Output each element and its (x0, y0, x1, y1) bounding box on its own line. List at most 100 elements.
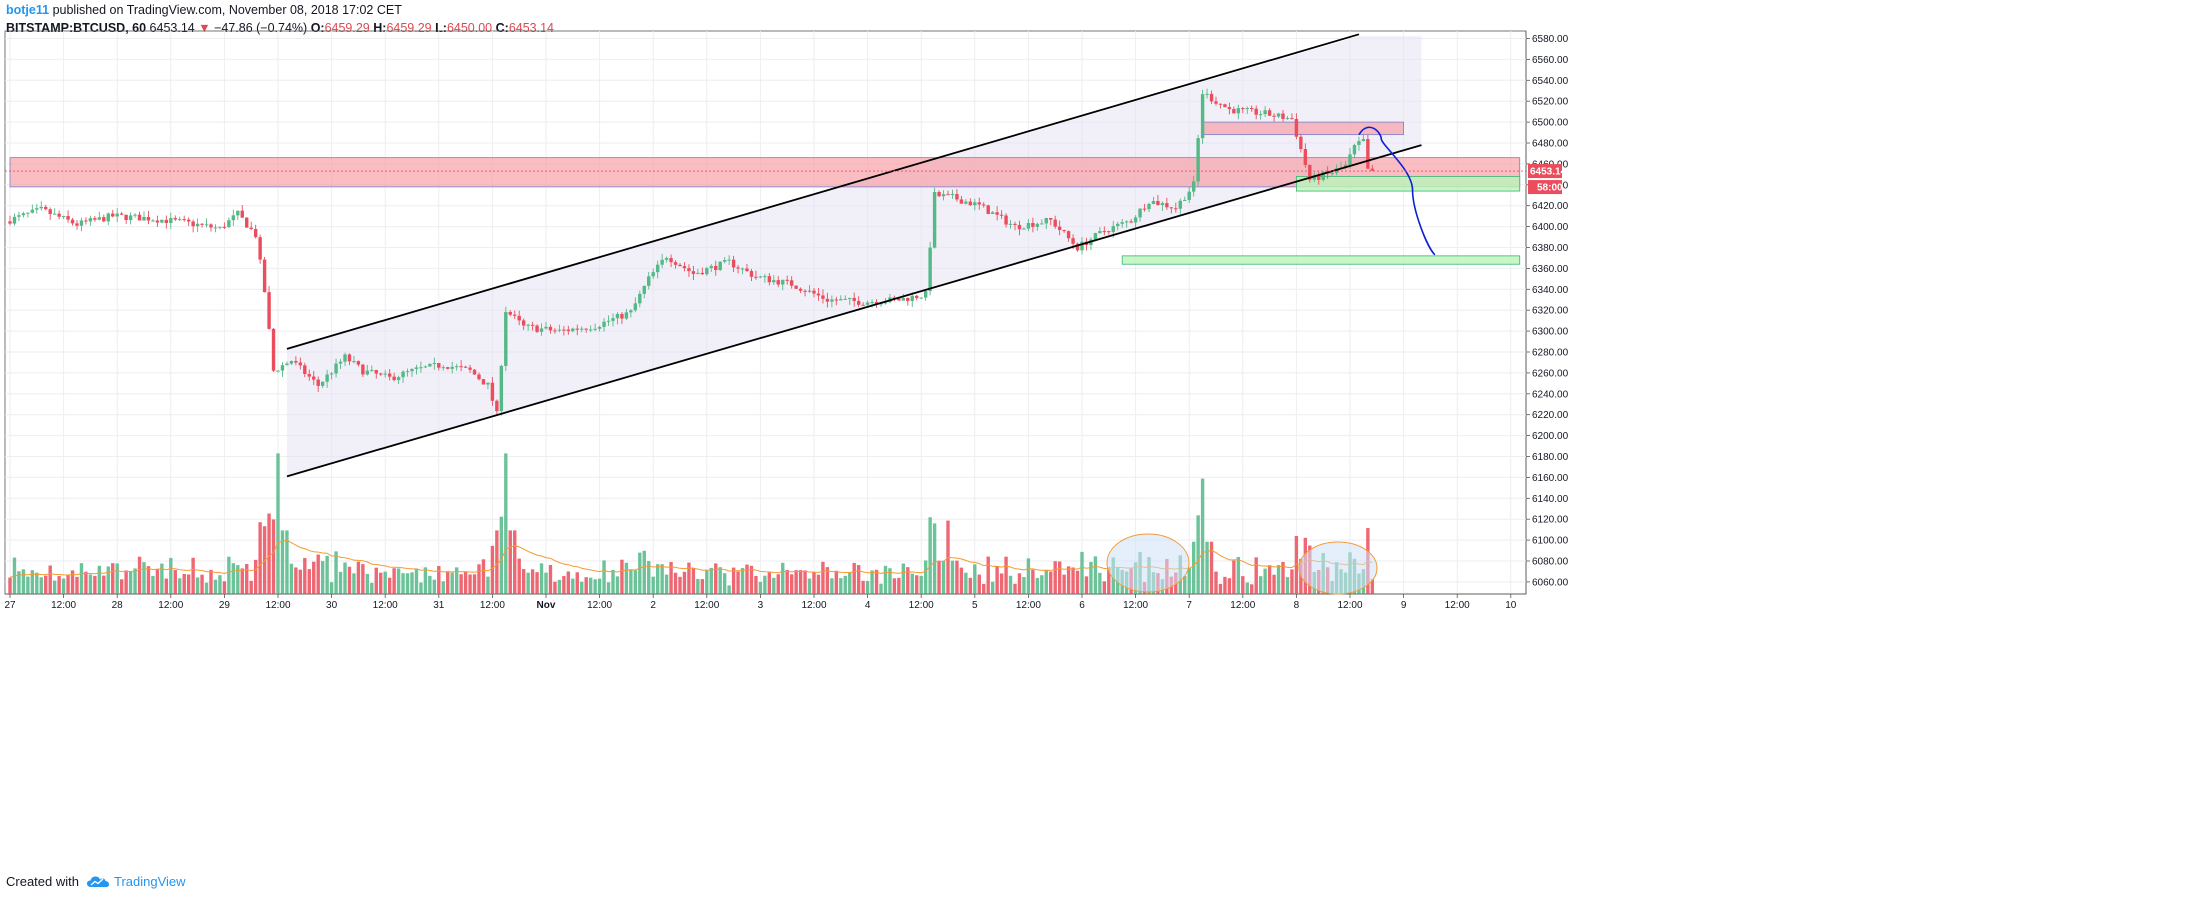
candle-body (821, 295, 825, 299)
candle-body (39, 206, 43, 209)
candle-body (776, 280, 780, 285)
volume-bar (182, 573, 186, 594)
volume-bar (1245, 582, 1249, 594)
candle-body (669, 258, 673, 263)
volume-bar (740, 568, 745, 594)
candle-body (571, 328, 575, 332)
volume-bar (396, 568, 401, 594)
volume-bar (816, 574, 821, 594)
candle-body (1196, 138, 1200, 182)
channel-upper-line[interactable] (286, 33, 1360, 350)
volume-bar (169, 557, 173, 594)
y-tick-label: 6120.00 (1532, 515, 1569, 526)
candle-body (606, 320, 611, 322)
candle-body (923, 291, 928, 298)
candle-body (151, 220, 155, 222)
volume-bar (329, 582, 334, 594)
candle-body (329, 373, 334, 375)
volume-bar (137, 556, 142, 594)
volume-bar (669, 562, 673, 594)
candle-body (749, 271, 754, 277)
volume-bar (1370, 579, 1375, 594)
volume-bar (624, 562, 629, 594)
candle-body (379, 373, 383, 375)
candle-body (727, 259, 731, 261)
volume-bar (419, 582, 423, 594)
volume-bar (1218, 583, 1223, 594)
candle-body (1111, 226, 1115, 233)
channel-lower-line[interactable] (286, 144, 1422, 478)
x-tick-label: 5 (972, 600, 978, 611)
candle-body (629, 310, 633, 313)
symbol-name[interactable]: BITSTAMP:BTCUSD, 60 (6, 21, 147, 35)
volume-bar (1281, 561, 1285, 594)
candle-body (111, 213, 115, 217)
volume-bar (352, 573, 356, 594)
volume-bar (825, 567, 830, 594)
candle-body (383, 373, 387, 375)
close-value: 6453.14 (508, 21, 554, 35)
volume-bar (262, 526, 267, 594)
tradingview-link[interactable]: TradingView (86, 874, 186, 889)
volume-bar (499, 516, 504, 594)
x-tick-label: 12:00 (373, 600, 398, 611)
candle-body (280, 365, 285, 371)
volume-bar (1057, 561, 1062, 594)
volume-bar (986, 556, 990, 594)
candle-body (1071, 238, 1075, 244)
candle-body (1187, 191, 1191, 200)
volume-bar (848, 572, 852, 594)
volume-highlight-ellipse (1106, 533, 1190, 593)
candle-body (387, 373, 392, 377)
volume-bar (405, 573, 410, 594)
y-tick-label: 6520.00 (1532, 97, 1569, 108)
volume-bar (754, 575, 758, 594)
candle-body (454, 366, 459, 368)
candle-body (155, 220, 160, 223)
candle-body (647, 276, 651, 286)
volume-bar (874, 569, 879, 594)
volume-bar (267, 513, 271, 594)
volume-bar (84, 571, 88, 594)
candle-body (941, 194, 946, 197)
candle-body (901, 297, 906, 301)
candle-body (1026, 222, 1031, 229)
candle-body (865, 302, 870, 305)
candle-body (392, 376, 396, 381)
author-link[interactable]: botje11 (6, 3, 50, 17)
candle-body (1022, 228, 1026, 230)
candle-body (459, 366, 463, 368)
volume-bar (1258, 576, 1263, 594)
candle-body (276, 370, 280, 372)
volume-bar (146, 566, 151, 594)
y-tick-label: 6260.00 (1532, 368, 1569, 379)
candle-body (352, 361, 356, 363)
volume-bar (320, 561, 325, 594)
volume-bar (602, 560, 606, 594)
volume-bar (655, 564, 660, 594)
volume-bar (1276, 565, 1281, 594)
volume-bar (218, 575, 222, 594)
volume-bar (807, 578, 812, 594)
candle-body (66, 216, 70, 220)
volume-bar (191, 557, 195, 594)
candle-body (289, 360, 294, 364)
y-tick-label: 6240.00 (1532, 389, 1569, 400)
candle-body (142, 216, 146, 221)
candle-body (1214, 101, 1218, 104)
volume-bar (437, 566, 441, 594)
candle-body (204, 224, 209, 226)
volume-bar (1017, 573, 1022, 594)
candle-body (798, 288, 803, 291)
volume-bar (1250, 584, 1254, 594)
candle-body (1308, 164, 1312, 180)
volume-bar (696, 578, 700, 594)
candle-body (758, 276, 763, 278)
projection-curve[interactable] (1358, 126, 1436, 256)
candle-body (370, 369, 374, 371)
volume-bar (294, 567, 298, 594)
x-tick-label: 12:00 (587, 600, 612, 611)
x-tick-label: 12:00 (480, 600, 505, 611)
candle-body (432, 363, 437, 365)
